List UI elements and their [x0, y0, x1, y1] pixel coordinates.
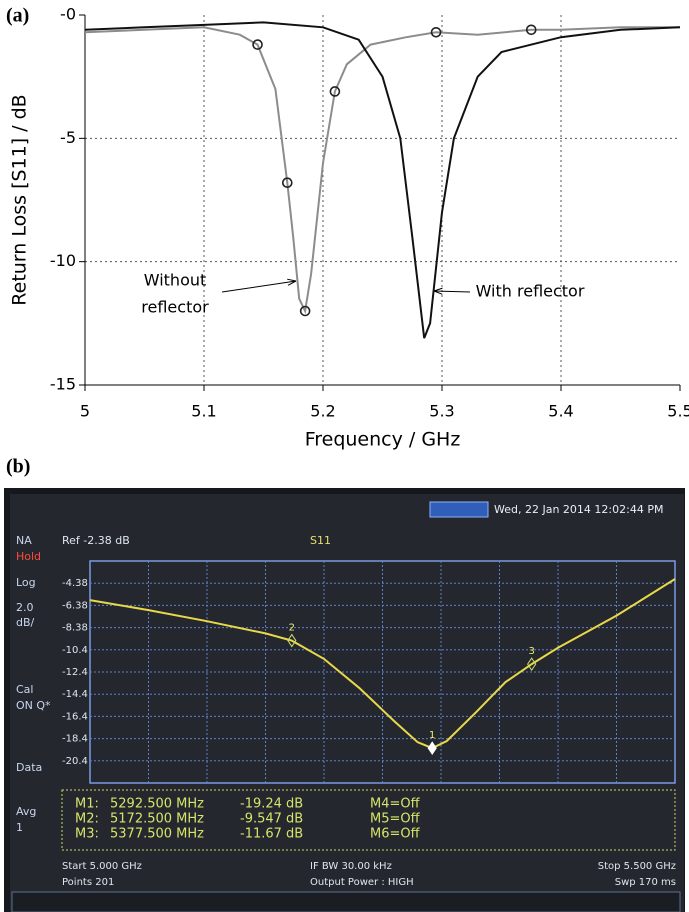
- footer-text: Points 201: [62, 877, 114, 888]
- annotation: Without: [144, 271, 207, 290]
- trace-title: S11: [310, 534, 331, 547]
- marker-table-frame: [61, 789, 676, 851]
- marker-readout: M3:: [75, 827, 99, 842]
- marker: [329, 86, 341, 97]
- footer-text: Stop 5.500 GHz: [598, 861, 676, 872]
- marker: [525, 24, 537, 36]
- side-label: dB/: [16, 616, 35, 629]
- x-tick-label: 5: [80, 402, 90, 421]
- y-tick-label: -4.38: [62, 578, 88, 589]
- y-tick-label: -10: [50, 251, 76, 270]
- panel-label: (b): [6, 456, 30, 478]
- marker: [252, 39, 263, 50]
- x-tick-label: 5.3: [429, 402, 454, 421]
- annotation: With reflector: [476, 282, 585, 301]
- annotation-arrow: [433, 290, 471, 293]
- side-label: Data: [16, 761, 42, 774]
- y-tick-label: -8.38: [62, 623, 88, 634]
- x-tick-label: 5.1: [191, 402, 216, 421]
- marker-readout: M1:: [75, 797, 99, 812]
- marker-readout: -9.547 dB: [240, 812, 303, 827]
- y-axis-label: Return Loss [S11] / dB: [9, 94, 31, 305]
- line: [84, 21, 681, 339]
- side-label: Log: [16, 576, 36, 589]
- marker-readout: -11.67 dB: [240, 827, 303, 842]
- footer-text: IF BW 30.00 kHz: [310, 861, 392, 872]
- annotation-arrow: [221, 280, 297, 293]
- marker-label: 2: [289, 623, 295, 634]
- status-text: Wed, 22 Jan 2014 12:02:44 PM: [494, 503, 663, 516]
- marker-readout: M2:: [75, 812, 99, 827]
- marker-label: 3: [528, 646, 534, 657]
- side-label: 1: [16, 821, 23, 834]
- y-tick-label: -16.4: [62, 711, 88, 722]
- annotation: reflector: [141, 298, 209, 317]
- marker: [427, 741, 437, 756]
- marker-readout: 5292.500 MHz: [110, 797, 204, 812]
- y-tick-label: -20.4: [62, 756, 88, 767]
- marker: [287, 633, 297, 648]
- side-label: ON Q*: [16, 699, 51, 712]
- y-tick-label: -6.38: [62, 600, 88, 611]
- arrow-head: [433, 287, 443, 295]
- marker-readout: 5172.500 MHz: [110, 812, 204, 827]
- side-label: Hold: [16, 550, 41, 563]
- marker: [299, 305, 311, 317]
- marker-label: 1: [429, 730, 435, 741]
- x-axis-label: Frequency / GHz: [305, 429, 461, 451]
- marker-readout: M5=Off: [370, 812, 421, 827]
- x-tick-label: 5.5: [667, 402, 689, 421]
- marker: [430, 26, 442, 38]
- y-tick-label: -15: [50, 375, 76, 394]
- footer-text: Output Power : HIGH: [310, 877, 414, 888]
- footer-text: Start 5.000 GHz: [62, 861, 142, 872]
- panel-label: (a): [6, 5, 29, 27]
- y-tick-label: -18.4: [62, 734, 88, 745]
- line: [84, 26, 680, 315]
- marker-readout: -19.24 dB: [240, 797, 303, 812]
- y-tick-label: -14.4: [62, 689, 88, 700]
- y-tick-label: -5: [60, 128, 76, 147]
- y-tick-label: -12.4: [62, 667, 88, 678]
- screen: [10, 494, 684, 912]
- y-tick-label: -10.4: [62, 645, 88, 656]
- y-tick-label: -0: [60, 5, 76, 24]
- trace: [89, 578, 676, 750]
- marker-readout: M6=Off: [370, 827, 421, 842]
- bottom-bar: [11, 891, 681, 912]
- marker-readout: M4=Off: [370, 797, 421, 812]
- side-label: Avg: [16, 805, 36, 818]
- side-label: Cal: [16, 683, 33, 696]
- x-tick-label: 5.4: [548, 402, 573, 421]
- side-label: NA: [16, 534, 32, 547]
- footer-text: Swp 170 ms: [615, 877, 676, 888]
- x-tick-label: 5.2: [310, 402, 335, 421]
- arrow-head: [287, 278, 297, 286]
- side-label: 2.0: [16, 601, 34, 614]
- marker-readout: 5377.500 MHz: [110, 827, 204, 842]
- marker: [527, 657, 537, 672]
- marker: [281, 177, 293, 189]
- reference-label: Ref -2.38 dB: [62, 534, 130, 547]
- status-icon: [429, 501, 489, 518]
